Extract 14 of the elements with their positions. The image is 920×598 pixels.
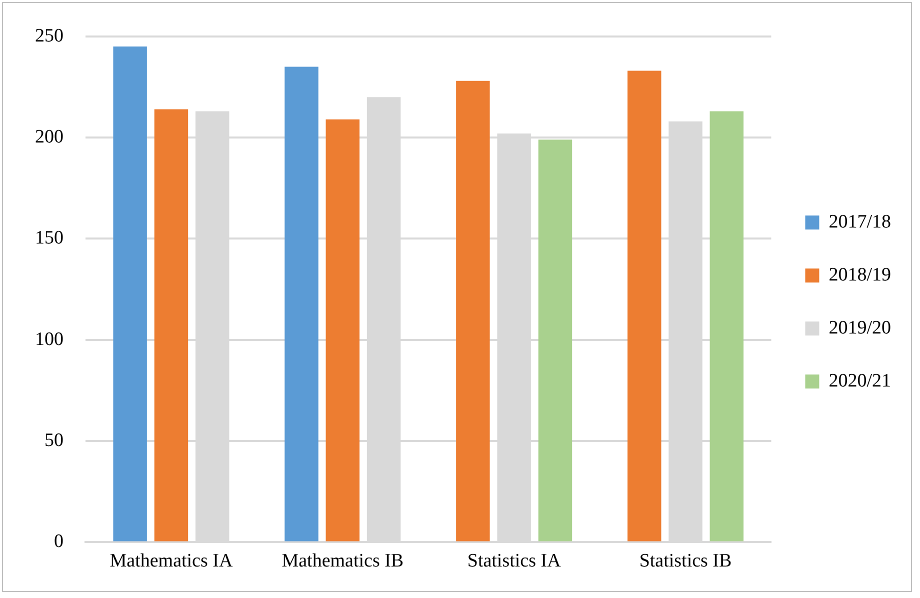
y-tick-label: 50 <box>44 430 64 452</box>
x-tick-label: Mathematics IA <box>110 550 233 572</box>
legend-label: 2017/18 <box>828 211 891 232</box>
x-tick-label: Mathematics IB <box>282 550 404 572</box>
y-tick-label: 250 <box>35 25 64 46</box>
legend-label: 2019/20 <box>828 317 891 338</box>
y-tick-label: 150 <box>35 228 64 249</box>
y-tick-label: 0 <box>54 531 64 552</box>
y-tick-label: 200 <box>35 126 64 148</box>
legend-label: 2018/19 <box>828 264 891 286</box>
x-tick-label: Statistics IA <box>467 550 562 572</box>
x-tick-label: Statistics IB <box>639 550 732 572</box>
y-tick-label: 100 <box>35 328 64 350</box>
legend-label: 2020/21 <box>828 370 891 392</box>
